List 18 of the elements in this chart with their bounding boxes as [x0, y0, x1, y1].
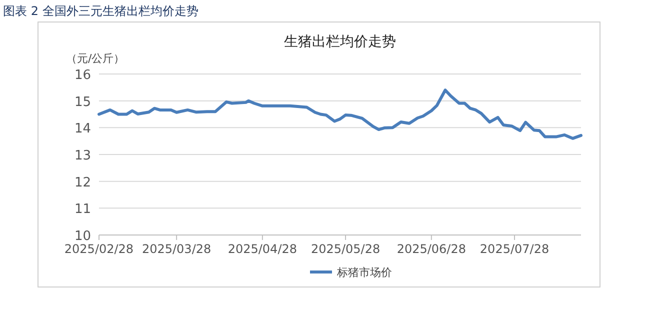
x-tick-label: 2025/03/28: [142, 242, 212, 256]
legend-label: 标猪市场价: [336, 266, 392, 279]
y-tick-label: 12: [74, 175, 91, 190]
y-tick-label: 16: [74, 68, 91, 83]
y-tick-label: 13: [74, 148, 91, 164]
y-tick-label: 10: [74, 229, 91, 244]
x-tick-label: 2025/05/28: [310, 242, 380, 256]
x-tick-label: 2025/06/28: [396, 242, 466, 256]
x-tick-label: 2025/04/28: [228, 242, 298, 256]
chart-subtitle: 生猪出栏均价走势: [284, 34, 396, 50]
y-tick-label: 15: [74, 94, 91, 110]
y-tick-label: 11: [74, 202, 91, 218]
y-axis-title: （元/公斤）: [66, 52, 125, 65]
x-tick-label: 2025/02/28: [64, 242, 134, 256]
y-tick-label: 14: [74, 122, 91, 137]
chart-title: 图表 2 全国外三元生猪出栏均价走势: [3, 4, 198, 18]
line-series: [98, 88, 582, 140]
x-tick-label: 2025/07/28: [480, 242, 550, 256]
